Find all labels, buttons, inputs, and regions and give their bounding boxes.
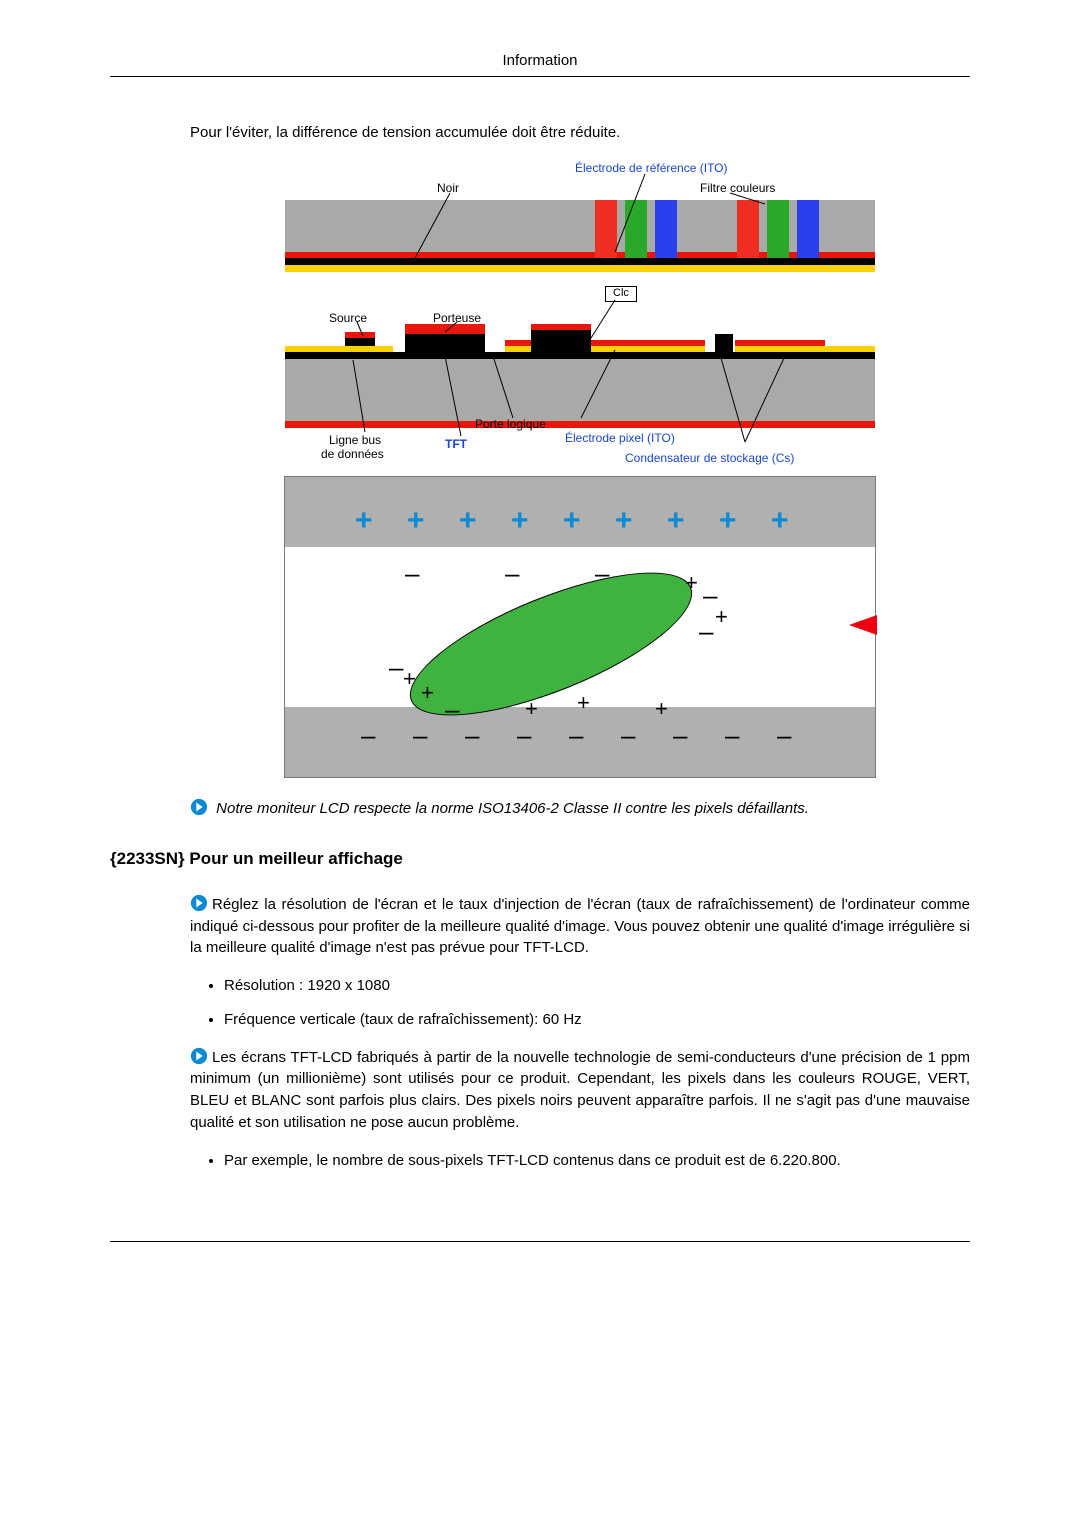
paragraph-resolution-text: Réglez la résolution de l'écran et le ta…: [190, 896, 970, 957]
paragraph-tft-quality-text: Les écrans TFT-LCD fabriqués à partir de…: [190, 1049, 970, 1131]
paragraph-tft-quality: Les écrans TFT-LCD fabriqués à partir de…: [190, 1047, 970, 1134]
red-arrow-icon: [849, 615, 877, 635]
arrow-bullet-icon: [190, 1047, 208, 1065]
subpixel-list: Par exemple, le nombre de sous-pixels TF…: [190, 1150, 970, 1172]
section-heading: {2233SN} Pour un meilleur affichage: [110, 847, 970, 872]
label-condensateur: Condensateur de stockage (Cs): [625, 450, 794, 467]
iso-note-text: Notre moniteur LCD respecte la norme ISO…: [216, 800, 809, 817]
label-electrode-pixel: Électrode pixel (ITO): [565, 430, 675, 447]
arrow-bullet-icon: [190, 894, 208, 912]
label-noir: Noir: [437, 180, 459, 197]
label-de-donnees: de données: [321, 446, 384, 463]
intro-text: Pour l'éviter, la différence de tension …: [190, 122, 970, 144]
label-source: Source: [329, 310, 367, 327]
iso-note: Notre moniteur LCD respecte la norme ISO…: [190, 798, 970, 820]
label-clc: Clc: [605, 286, 637, 302]
paragraph-resolution: Réglez la résolution de l'écran et le ta…: [190, 894, 970, 959]
label-electrode-ref: Électrode de référence (ITO): [575, 160, 728, 177]
arrow-bullet-icon: [190, 798, 208, 816]
list-item: Fréquence verticale (taux de rafraîchiss…: [224, 1009, 970, 1031]
charge-diagram: + + + + + + + + + – – – – – – – – –: [284, 476, 876, 778]
tft-structure-diagram: Électrode de référence (ITO) Noir Filtre…: [190, 160, 970, 778]
label-filtre: Filtre couleurs: [700, 180, 775, 197]
label-tft: TFT: [445, 436, 467, 453]
label-porte-logique: Porte logique: [475, 416, 546, 433]
footer-rule: [110, 1241, 970, 1242]
page-header-title: Information: [110, 50, 970, 77]
list-item: Par exemple, le nombre de sous-pixels TF…: [224, 1150, 970, 1172]
list-item: Résolution : 1920 x 1080: [224, 975, 970, 997]
spec-list: Résolution : 1920 x 1080 Fréquence verti…: [190, 975, 970, 1031]
